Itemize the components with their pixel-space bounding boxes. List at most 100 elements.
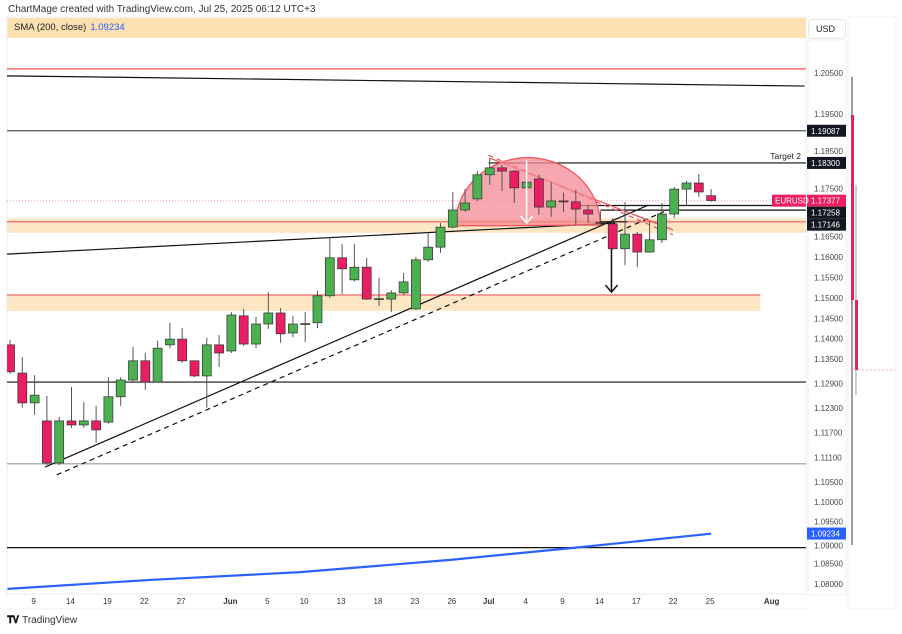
candle: [681, 180, 692, 206]
chart-credit: ChartMage created with TradingView.com, …: [8, 4, 316, 15]
candle-body-up: [78, 420, 89, 426]
price-tag-text: 1.19087: [811, 127, 840, 136]
drawings-layer: [7, 68, 806, 591]
candle: [251, 317, 261, 349]
target-2-label: Target 2: [770, 151, 801, 161]
candle-body-down: [534, 178, 544, 208]
candle-body-down: [706, 195, 716, 201]
candle: [165, 322, 175, 349]
side-panel-scroll[interactable]: [850, 77, 895, 545]
time-tick-label: 25: [706, 597, 715, 606]
candle: [7, 339, 15, 374]
tag-sma: 1.09234: [807, 527, 846, 540]
candle-body-up: [411, 259, 421, 310]
price-tick-label: 1.11700: [814, 429, 843, 438]
candle-body-up: [226, 314, 237, 352]
candle-body-up: [460, 202, 470, 211]
time-tick-label: 5: [265, 597, 270, 606]
scroll-range-lower[interactable]: [855, 300, 858, 370]
candle-body-up: [324, 257, 335, 297]
price-tick-label: 1.10500: [814, 478, 843, 487]
scroll-range-upper[interactable]: [851, 115, 854, 300]
candle-body-down: [509, 170, 520, 189]
price-tag-text: 1.17146: [811, 221, 840, 230]
candle-body-down: [595, 221, 606, 224]
candle: [607, 218, 618, 250]
price-tick-label: 1.19500: [814, 110, 843, 119]
candle: [472, 171, 483, 201]
price-tag-text: 1.09234: [811, 530, 840, 539]
price-tick-label: 1.15000: [814, 294, 843, 303]
candle: [570, 189, 581, 226]
sloped-resistance-line: [7, 75, 805, 87]
candle-body-up: [349, 266, 360, 281]
candle: [54, 416, 65, 466]
candle: [349, 243, 360, 282]
candle-body-down: [140, 360, 151, 383]
candle: [201, 337, 212, 408]
candle-body-up: [447, 209, 458, 228]
candle: [29, 375, 40, 415]
candle-body-down: [607, 223, 618, 250]
candle-body-down: [361, 266, 372, 300]
candle-body-down: [214, 344, 224, 354]
candle-body-up: [620, 233, 630, 250]
candle: [447, 191, 458, 229]
tag-1-17146: 1.17146: [807, 218, 846, 231]
candle-body-down: [275, 312, 286, 335]
candle: [324, 236, 335, 298]
candle-body-up: [484, 167, 495, 176]
candle-body-down: [558, 200, 569, 203]
candle: [386, 290, 397, 313]
candle: [620, 202, 630, 266]
time-tick-label: 23: [410, 597, 419, 606]
candle: [103, 377, 114, 424]
candle: [669, 187, 680, 219]
price-tick-label: 1.09500: [814, 518, 843, 527]
price-tick-label: 1.10000: [814, 498, 843, 507]
time-tick-label: Jul: [483, 597, 495, 606]
candle: [263, 292, 274, 329]
price-tick-label: 1.08000: [814, 580, 843, 589]
candle-body-up: [423, 246, 434, 261]
candle: [534, 174, 544, 215]
candle: [78, 402, 89, 428]
candle-body-down: [238, 315, 249, 345]
time-axis[interactable]: 9 14 19 22 27 Jun 5 10 13 18 23 26 Jul 4 9 14 17 22 25 Aug: [7, 597, 806, 610]
candle-body-down: [91, 420, 101, 431]
candle-body-up: [669, 188, 680, 215]
candle-body-down: [583, 209, 593, 215]
candle-body-up: [386, 292, 397, 300]
candle: [706, 189, 716, 202]
candle: [189, 360, 200, 378]
symbol-tag-text: EURUSD: [775, 197, 809, 206]
supply-zone-upper: [7, 218, 806, 233]
candle: [337, 243, 347, 295]
tag-target-2: 1.18300: [807, 156, 846, 169]
price-tag-box: [807, 206, 846, 219]
candle-body-down: [337, 257, 347, 270]
candle-body-up: [644, 239, 655, 253]
indicator-legend[interactable]: SMA (200, close) 1.09234: [7, 18, 806, 38]
candle: [91, 405, 101, 443]
candle-body-up: [103, 396, 114, 423]
demand-zone-lower: [7, 294, 761, 311]
time-tick-label: 27: [177, 597, 186, 606]
candle-body-up: [435, 226, 446, 248]
candle: [128, 346, 138, 383]
time-tick-label: 4: [523, 597, 528, 606]
currency-button[interactable]: USD: [808, 19, 846, 39]
price-tag-text: 1.17258: [811, 209, 840, 218]
candle-body-up: [657, 213, 667, 241]
price-tick-label: 1.12900: [814, 380, 843, 389]
price-tick-label: 1.11100: [814, 453, 842, 462]
time-tick-label: 22: [140, 597, 149, 606]
black-down-arrow: [604, 248, 619, 294]
candle: [312, 290, 323, 329]
candle: [460, 189, 470, 212]
price-tick-label: 1.08500: [814, 560, 843, 569]
time-tick-label: 18: [374, 597, 383, 606]
candle: [595, 211, 606, 226]
